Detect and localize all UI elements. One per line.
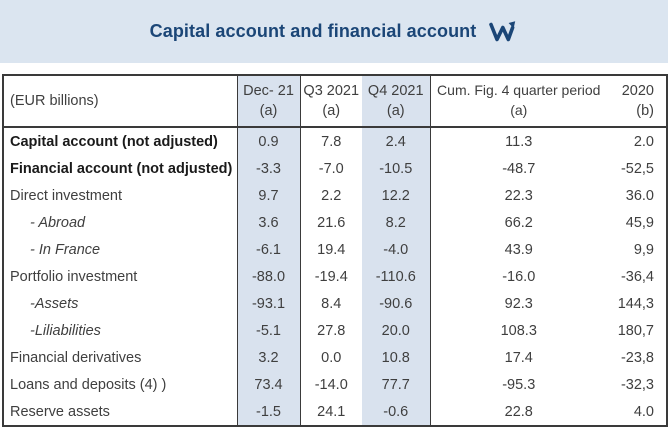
cell-dec21: 9.7	[237, 182, 301, 209]
cell-dec21: -3.3	[237, 155, 301, 182]
cell-dec21: -1.5	[237, 398, 301, 426]
cell-2020: 144,3	[617, 295, 654, 312]
row-label: - Abroad	[3, 209, 238, 236]
cell-2020: 180,7	[617, 322, 654, 339]
column-header-note: (a)	[510, 102, 528, 118]
column-header-note: (b)	[636, 103, 654, 119]
cell-cum-4q: 43.9	[504, 241, 533, 258]
cell-q4-2021: -110.6	[362, 263, 431, 290]
row-label: Financial account (not adjusted)	[3, 155, 238, 182]
table-row: -Assets -93.1 8.4 -90.6 92.3 144,3	[3, 290, 667, 317]
cell-2020: 45,9	[625, 214, 654, 231]
row-label: Portfolio investment	[3, 263, 238, 290]
cell-dec21: -5.1	[237, 317, 301, 344]
cell-2020: 9,9	[633, 241, 654, 258]
cell-2020: 4.0	[633, 403, 654, 420]
column-header-note: (a)	[259, 103, 278, 119]
table-row: Capital account (not adjusted) 0.9 7.8 2.4 1…	[3, 127, 667, 155]
cell-q3-2021: -19.4	[300, 263, 362, 290]
column-header-dec21: Dec- 21 (a)	[237, 75, 301, 128]
table-row: Financial account (not adjusted) -3.3 -7.0…	[3, 155, 667, 182]
figure-title-banner: Capital account and financial account	[0, 0, 668, 63]
cell-q4-2021: 2.4	[362, 127, 431, 155]
row-label: Loans and deposits (4) )	[3, 371, 238, 398]
column-header-label: 2020	[621, 82, 654, 99]
cell-dec21: -88.0	[237, 263, 301, 290]
cell-2020: -52,5	[620, 160, 654, 177]
w-trend-arrow-logo	[489, 20, 516, 41]
cell-2020: -23,8	[620, 349, 654, 366]
row-label: -Liliabilities	[3, 317, 238, 344]
cell-2020: -36,4	[620, 268, 654, 285]
cell-q4-2021: 10.8	[362, 344, 431, 371]
cell-q3-2021: 21.6	[300, 209, 362, 236]
column-header-note: (a)	[386, 103, 405, 119]
cell-q4-2021: 77.7	[362, 371, 431, 398]
data-table: (EUR billions) Dec- 21 (a) Q3 2021 (a) Q…	[2, 74, 668, 427]
cell-cum-4q: 17.4	[504, 349, 533, 366]
row-label: Reserve assets	[3, 398, 238, 426]
table-row: Loans and deposits (4) ) 73.4 -14.0 77.7 -95…	[3, 371, 667, 398]
cell-q4-2021: -90.6	[362, 290, 431, 317]
cell-dec21: 3.6	[237, 209, 301, 236]
cell-q3-2021: 8.4	[300, 290, 362, 317]
table-row: Financial derivatives 3.2 0.0 10.8 17.4 -23,8	[3, 344, 667, 371]
column-header-label: Q3 2021	[303, 82, 360, 99]
table-row: Reserve assets -1.5 24.1 -0.6 22.8 4.0	[3, 398, 667, 426]
cell-q3-2021: -14.0	[300, 371, 362, 398]
row-label: Financial derivatives	[3, 344, 238, 371]
cell-cum-4q: -48.7	[502, 160, 536, 177]
column-header-cum-4q: Cum. Fig. 4 quarter period (a)	[430, 75, 607, 128]
cell-q4-2021: 8.2	[362, 209, 431, 236]
column-header-q3-2021: Q3 2021 (a)	[300, 75, 362, 128]
table-body: (EUR billions) Dec- 21 (a) Q3 2021 (a) Q…	[3, 75, 667, 426]
cell-cum-4q: 92.3	[504, 295, 533, 312]
table-row: Portfolio investment -88.0 -19.4 -110.6 -16.…	[3, 263, 667, 290]
cell-q4-2021: -10.5	[362, 155, 431, 182]
column-header-label: Q4 2021	[367, 82, 424, 99]
column-header-q4-2021: Q4 2021 (a)	[362, 75, 431, 128]
column-header-2020: 2020 (b)	[607, 75, 667, 128]
cell-q3-2021: 27.8	[300, 317, 362, 344]
cell-q3-2021: 0.0	[300, 344, 362, 371]
cell-q4-2021: 20.0	[362, 317, 431, 344]
cell-q4-2021: -4.0	[362, 236, 431, 263]
cell-cum-4q: 108.3	[500, 322, 537, 339]
cell-q3-2021: -7.0	[300, 155, 362, 182]
cell-dec21: 0.9	[237, 127, 301, 155]
cell-dec21: 73.4	[237, 371, 301, 398]
row-label: Capital account (not adjusted)	[3, 127, 238, 155]
cell-cum-4q: -16.0	[502, 268, 536, 285]
figure-title: Capital account and financial account	[149, 21, 477, 41]
cell-cum-4q: 66.2	[504, 214, 533, 231]
cell-cum-4q: 22.3	[504, 187, 533, 204]
cell-dec21: 3.2	[237, 344, 301, 371]
unit-label-cell: (EUR billions)	[3, 75, 238, 128]
column-header-label: Dec- 21	[243, 82, 294, 99]
cell-q3-2021: 2.2	[300, 182, 362, 209]
cell-2020: -32,3	[620, 376, 654, 393]
column-header-note: (a)	[322, 103, 341, 119]
cell-cum-4q: -95.3	[502, 376, 536, 393]
table-row: - In France -6.1 19.4 -4.0 43.9 9,9	[3, 236, 667, 263]
row-label: - In France	[3, 236, 238, 263]
cell-q3-2021: 24.1	[300, 398, 362, 426]
table-row: - Abroad 3.6 21.6 8.2 66.2 45,9	[3, 209, 667, 236]
cell-2020: 36.0	[625, 187, 654, 204]
row-label: Direct investment	[3, 182, 238, 209]
cell-dec21: -6.1	[237, 236, 301, 263]
cell-dec21: -93.1	[237, 290, 301, 317]
table-row: -Liliabilities -5.1 27.8 20.0 108.3 180,7	[3, 317, 667, 344]
cell-q4-2021: 12.2	[362, 182, 431, 209]
table-row: Direct investment 9.7 2.2 12.2 22.3 36.0	[3, 182, 667, 209]
cell-q3-2021: 19.4	[300, 236, 362, 263]
cell-2020: 2.0	[633, 133, 654, 150]
cell-q4-2021: -0.6	[362, 398, 431, 426]
cell-cum-4q: 11.3	[505, 133, 533, 150]
table-header-row: (EUR billions) Dec- 21 (a) Q3 2021 (a) Q…	[3, 75, 667, 128]
row-label: -Assets	[3, 290, 238, 317]
cell-q3-2021: 7.8	[300, 127, 362, 155]
column-header-label: Cum. Fig. 4 quarter period	[437, 82, 601, 99]
cell-cum-4q: 22.8	[504, 403, 533, 420]
